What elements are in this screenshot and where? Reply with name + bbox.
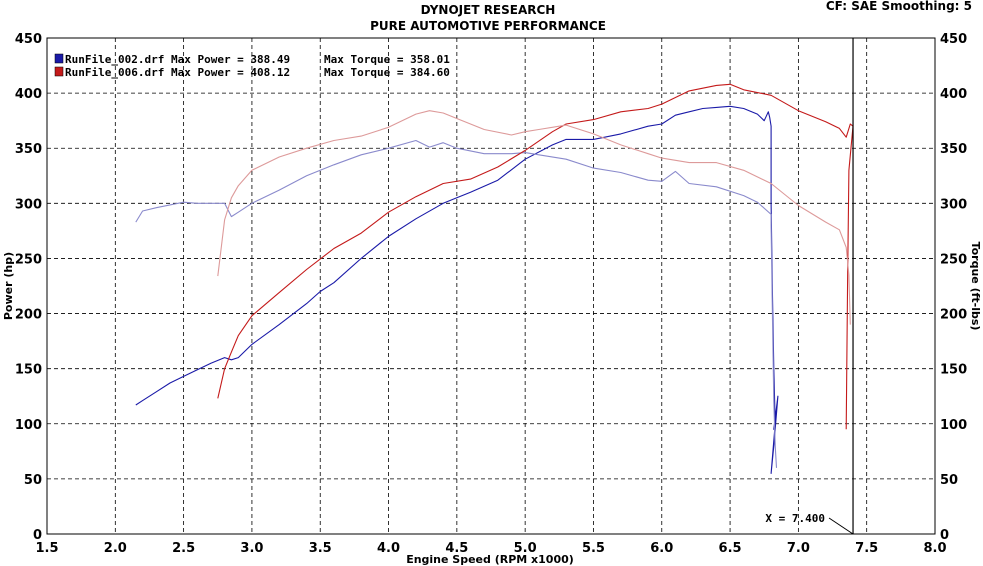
series-line-torque-4: [217, 110, 851, 325]
x-tick-label: 6.0: [650, 541, 673, 556]
x-tick-label: 4.0: [377, 541, 400, 556]
legend-entry-2: RunFile_006.drf Max Power = 408.12: [65, 66, 290, 79]
x-tick-label: 5.5: [582, 541, 605, 556]
y-tick-label-left: 300: [15, 197, 42, 212]
legend: RunFile_002.drf Max Power = 388.49 Max T…: [54, 53, 450, 79]
x-tick-label: 1.5: [35, 541, 58, 556]
chart-title: DYNOJET RESEARCH: [421, 3, 556, 17]
x-tick-label: 2.0: [104, 541, 127, 556]
cursor-leader: [828, 517, 854, 535]
y-tick-label-left: 200: [15, 308, 42, 323]
y-tick-label-left: 150: [15, 363, 42, 378]
y-tick-label-right: 0: [940, 528, 949, 543]
y-tick-label-right: 150: [940, 363, 967, 378]
y-tick-label-left: 50: [24, 473, 42, 488]
y-axis-label-left: Power (hp): [2, 252, 15, 320]
y-tick-label-right: 450: [940, 32, 967, 47]
legend-torque-1: Max Torque = 358.01: [324, 53, 450, 66]
legend-torque-2: Max Torque = 384.60: [324, 66, 450, 79]
y-tick-label-right: 400: [940, 87, 967, 102]
x-tick-label: 7.5: [855, 541, 878, 556]
y-tick-label-right: 250: [940, 252, 967, 267]
legend-entry-1: RunFile_002.drf Max Power = 388.49: [65, 53, 290, 66]
axis-ticks: 1.5 2.0 2.5 3.0 3.5 4.0 4.5 5.0 5.5 6.0 6.5 7.0 7.5 8…: [15, 32, 967, 556]
y-tick-label-left: 350: [15, 142, 42, 157]
series-lines: [135, 83, 854, 474]
x-axis-label: Engine Speed (RPM x1000): [406, 553, 574, 566]
y-tick-label-right: 300: [940, 197, 967, 212]
legend-swatch-2: [54, 66, 64, 77]
y-tick-label-left: 400: [15, 87, 42, 102]
series-line-torque-2: [135, 139, 778, 468]
x-tick-label: 3.0: [240, 541, 263, 556]
legend-swatch-1: [54, 53, 64, 64]
x-tick-label: 7.0: [787, 541, 810, 556]
y-tick-label-right: 350: [940, 142, 967, 157]
x-tick-label: 5.0: [514, 541, 537, 556]
y-tick-label-left: 450: [15, 32, 42, 47]
y-tick-label-left: 0: [33, 528, 42, 543]
y-axis-label-right: Torque (ft-lbs): [969, 242, 982, 331]
x-tick-label: 3.5: [309, 541, 332, 556]
x-tick-label: 6.5: [719, 541, 742, 556]
chart-header: DYNOJET RESEARCH PURE AUTOMOTIVE PERFORM…: [370, 0, 972, 33]
x-tick-label: 4.5: [445, 541, 468, 556]
x-tick-label: 2.5: [172, 541, 195, 556]
y-tick-label-left: 100: [15, 418, 42, 433]
grid: [47, 38, 935, 534]
y-tick-label-left: 250: [15, 252, 42, 267]
cursor-label: X = 7.400: [765, 512, 825, 525]
y-tick-label-right: 200: [940, 308, 967, 323]
cursor: X = 7.400: [765, 38, 854, 535]
chart-subtitle: PURE AUTOMOTIVE PERFORMANCE: [370, 19, 606, 33]
y-tick-label-right: 50: [940, 473, 958, 488]
series-line-power-3: [217, 83, 854, 430]
series-line-power-1: [135, 105, 779, 474]
correction-settings: CF: SAE Smoothing: 5: [826, 0, 972, 13]
y-tick-label-right: 100: [940, 418, 967, 433]
plot-area: [46, 37, 936, 535]
x-tick-label: 8.0: [923, 541, 946, 556]
